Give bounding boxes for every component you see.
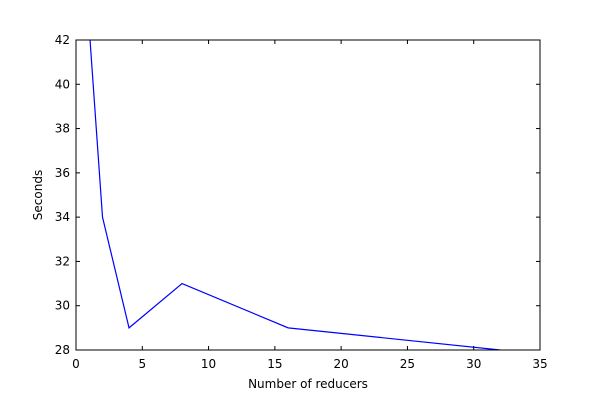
y-tick-label: 34 [55, 210, 70, 224]
plot-frame [75, 39, 541, 351]
y-tick-label: 38 [55, 122, 70, 136]
x-tick-label: 25 [400, 357, 415, 371]
series-layer [89, 40, 501, 350]
x-tick-label: 30 [466, 357, 481, 371]
plot-area [76, 40, 540, 350]
x-tick-label: 35 [532, 357, 547, 371]
x-axis-label: Number of reducers [248, 377, 368, 391]
x-axis-ticks: 0 5 10 15 20 25 30 35 [72, 40, 548, 371]
y-tick-label: 36 [55, 166, 70, 180]
x-tick-label: 5 [138, 357, 146, 371]
y-tick-label: 32 [55, 254, 70, 268]
y-axis-label: Seconds [31, 170, 45, 220]
series-line [89, 40, 501, 350]
x-tick-label: 0 [72, 357, 80, 371]
y-tick-label: 30 [55, 299, 70, 313]
y-tick-label: 28 [55, 343, 70, 357]
x-tick-label: 15 [267, 357, 282, 371]
x-tick-label: 10 [201, 357, 216, 371]
y-tick-label: 42 [55, 33, 70, 47]
x-tick-label: 20 [334, 357, 349, 371]
y-axis-ticks: 28 30 32 34 36 38 40 42 [55, 33, 540, 357]
y-tick-label: 40 [55, 77, 70, 91]
